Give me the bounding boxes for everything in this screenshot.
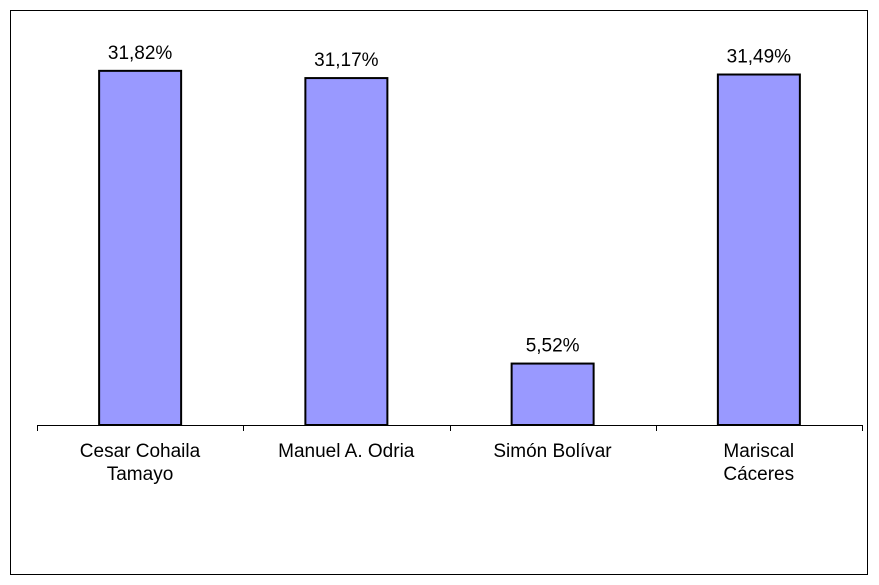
x-tick-label: Mariscal Cáceres [723, 441, 795, 485]
bar [98, 69, 183, 426]
bar [510, 362, 595, 427]
data-label: 31,82% [108, 43, 173, 64]
x-tick-label: Cesar Cohaila Tamayo [79, 441, 201, 485]
x-tick-label: Simón Bolívar [493, 441, 612, 462]
bar [304, 77, 389, 426]
x-tick-label: Manuel A. Odria [278, 441, 415, 462]
data-label: 31,49% [727, 47, 792, 68]
bar [716, 73, 801, 426]
data-label: 31,17% [314, 50, 379, 71]
data-label: 5,52% [526, 336, 580, 357]
